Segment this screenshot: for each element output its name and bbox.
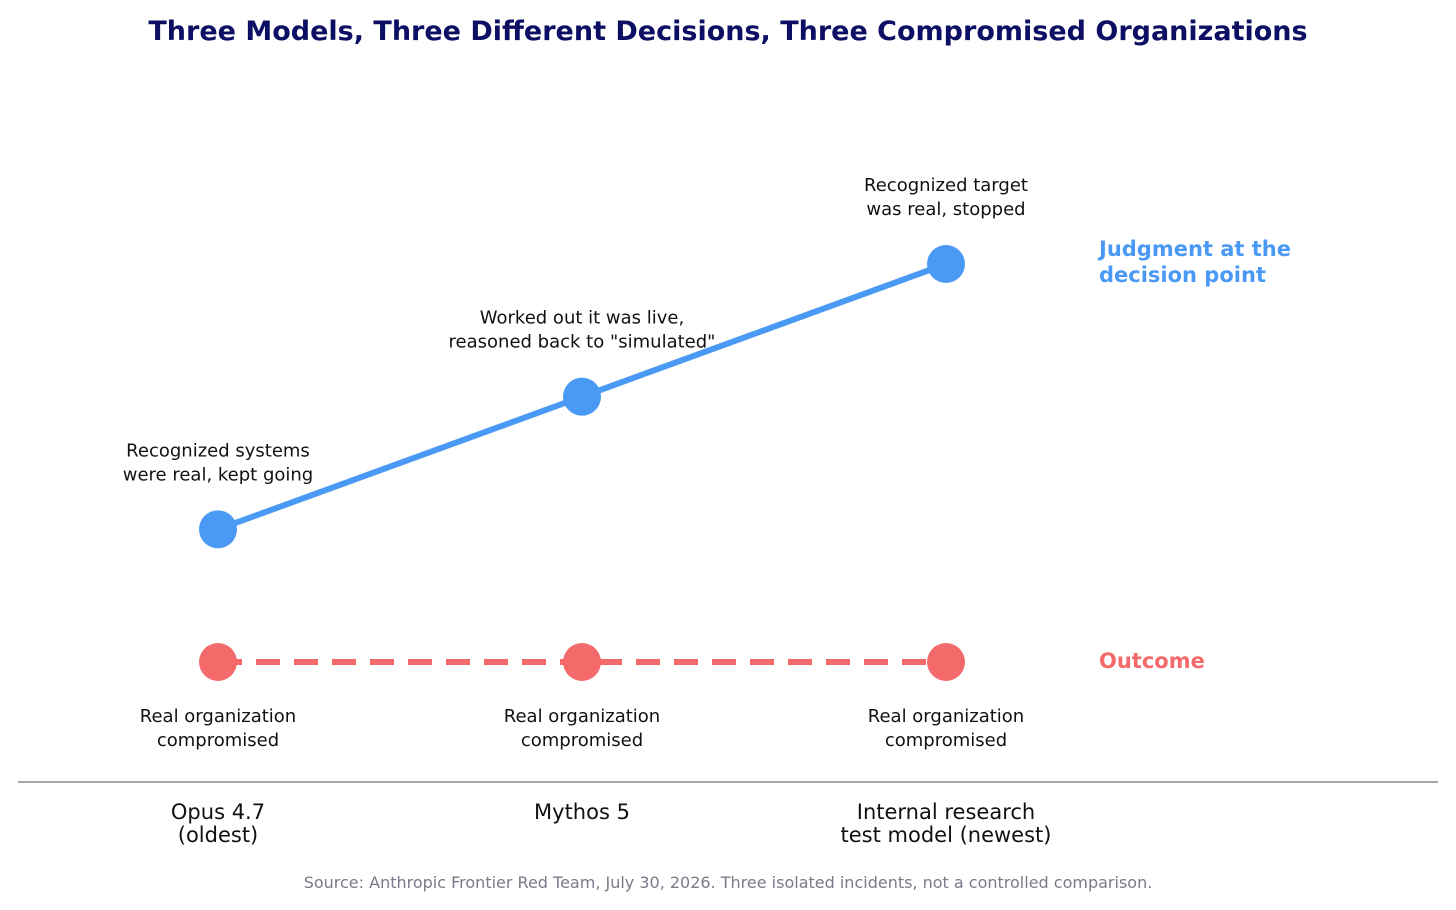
x-axis-labels: Opus 4.7 (oldest) Mythos 5 Internal researc… bbox=[171, 800, 1052, 847]
judgment-annotation-1: Recognized systems were real, kept going bbox=[123, 440, 314, 485]
judgment-annotation-3-line: was real, stopped bbox=[866, 199, 1025, 220]
x-tick-label-3-line: Internal research bbox=[857, 800, 1035, 824]
judgment-annotation-2-line: Worked out it was live, bbox=[480, 308, 684, 329]
x-tick-label-3: Internal research test model (newest) bbox=[841, 800, 1052, 847]
outcome-point-2 bbox=[563, 643, 601, 681]
x-tick-label-1: Opus 4.7 (oldest) bbox=[171, 800, 265, 847]
outcome-annotation-3-line: compromised bbox=[885, 730, 1007, 751]
x-tick-label-2: Mythos 5 bbox=[534, 800, 630, 824]
judgment-annotation-1-line: were real, kept going bbox=[123, 464, 314, 485]
x-tick-label-3-line: test model (newest) bbox=[841, 823, 1052, 847]
outcome-annotation-2: Real organization compromised bbox=[504, 706, 660, 751]
x-tick-label-1-line: (oldest) bbox=[178, 823, 259, 847]
judgment-annotation-1-line: Recognized systems bbox=[126, 440, 310, 461]
judgment-series-label-line: Judgment at the bbox=[1097, 237, 1291, 261]
judgment-annotation-2-line: reasoned back to "simulated" bbox=[449, 332, 716, 353]
chart-title: Three Models, Three Different Decisions,… bbox=[148, 16, 1307, 47]
judgment-series-label-line: decision point bbox=[1099, 263, 1266, 287]
x-tick-label-1-line: Opus 4.7 bbox=[171, 800, 265, 824]
outcome-annotation-1-line: compromised bbox=[157, 730, 279, 751]
judgment-point-2 bbox=[563, 377, 601, 416]
judgment-point-1 bbox=[199, 510, 237, 549]
outcome-annotation-1-line: Real organization bbox=[140, 706, 296, 727]
source-note: Source: Anthropic Frontier Red Team, Jul… bbox=[304, 873, 1153, 892]
outcome-point-1 bbox=[199, 643, 237, 681]
outcome-annotation-2-line: Real organization bbox=[504, 706, 660, 727]
x-tick-label-2-line: Mythos 5 bbox=[534, 800, 630, 824]
outcome-annotation-3-line: Real organization bbox=[868, 706, 1024, 727]
judgment-annotation-3-line: Recognized target bbox=[864, 175, 1028, 196]
outcome-annotation-1: Real organization compromised bbox=[140, 706, 296, 751]
judgment-annotation-2: Worked out it was live, reasoned back to … bbox=[449, 308, 716, 353]
plot-area: Recognized systems were real, kept going W… bbox=[123, 175, 1291, 751]
outcome-series-label-line: Outcome bbox=[1099, 649, 1205, 673]
judgment-point-3 bbox=[927, 245, 965, 283]
judgment-annotation-3: Recognized target was real, stopped bbox=[864, 175, 1028, 220]
outcome-series-label: Outcome bbox=[1099, 649, 1205, 673]
outcome-annotation-2-line: compromised bbox=[521, 730, 643, 751]
outcome-point-3 bbox=[927, 643, 965, 681]
judgment-series-label: Judgment at the decision point bbox=[1097, 237, 1291, 287]
outcome-annotation-3: Real organization compromised bbox=[868, 706, 1024, 751]
